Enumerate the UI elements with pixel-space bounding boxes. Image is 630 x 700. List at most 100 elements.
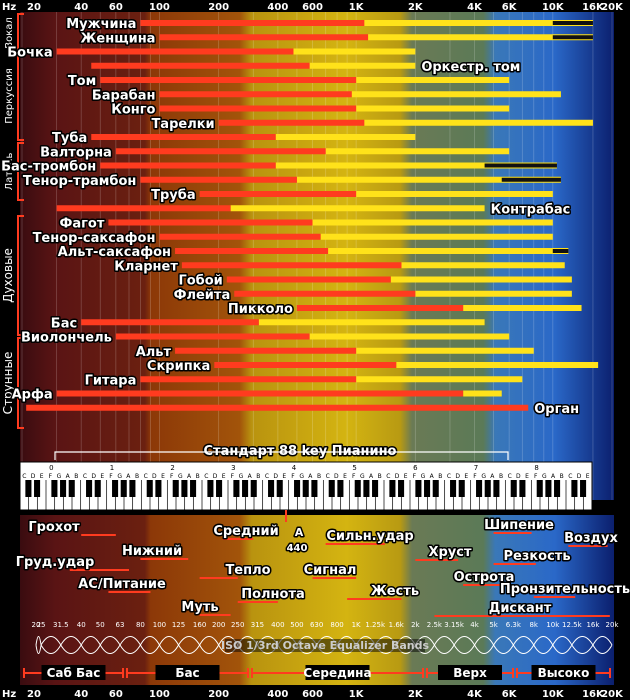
harmonic-bar <box>275 134 416 140</box>
harmonic-bar <box>364 20 593 26</box>
descriptor-range <box>140 558 189 560</box>
instrument-label: Том <box>68 74 96 89</box>
piano-note-label: E <box>343 473 347 480</box>
piano-note-label: B <box>438 473 442 480</box>
eq-band-label: 2k <box>411 621 420 629</box>
instrument-label: Женщина <box>81 31 156 46</box>
piano-note-label: A <box>430 473 435 480</box>
instrument-label: Пикколо <box>228 302 293 317</box>
top-axis-tick: 400 <box>267 2 288 13</box>
fundamental-bar <box>159 34 369 41</box>
harmonic-bar <box>351 91 561 98</box>
piano-note-label: G <box>117 473 122 480</box>
bottom-axis-tick: 10K <box>542 689 565 700</box>
piano-note-label: D <box>152 473 157 480</box>
bottom-axis-tick: 6K <box>502 689 518 700</box>
group-bracket <box>17 142 24 201</box>
descriptor-label: Муть <box>181 600 218 615</box>
region-label-bg <box>41 665 106 680</box>
fundamental-bar <box>296 305 464 311</box>
piano-octave-label: 1 <box>110 464 114 472</box>
piano-note-label: B <box>256 473 260 480</box>
piano-note-label: G <box>481 473 486 480</box>
bottom-axis-tick: 16K <box>582 689 605 700</box>
piano-note-label: G <box>239 473 244 480</box>
harmonic-bar <box>463 305 582 311</box>
harmonic-bar <box>296 176 561 183</box>
harmonic-bar <box>230 205 485 212</box>
piano-note-label: A <box>369 473 374 480</box>
fundamental-bar <box>115 148 326 155</box>
eq-band-label: 2.5k <box>427 621 443 629</box>
harmonic-bar <box>390 276 572 283</box>
descriptor-range <box>347 598 402 600</box>
instrument-label: Валторна <box>40 145 112 160</box>
instrument-label: Труба <box>151 188 196 203</box>
bottom-axis-tick: 600 <box>302 689 323 700</box>
piano-note-label: A <box>126 473 131 480</box>
instrument-label: Орган <box>534 402 579 417</box>
descriptor-label: Воздух <box>564 531 618 546</box>
region-label-bg <box>155 665 220 680</box>
descriptor-range <box>325 543 385 545</box>
top-axis-tick: 4K <box>467 2 483 13</box>
eq-band-label: 50 <box>96 621 105 629</box>
descriptor-range <box>81 534 116 536</box>
group-label: Латунь <box>4 152 15 190</box>
group-label: Духовые <box>1 248 15 303</box>
instrument-label: Бас <box>51 316 77 331</box>
piano-note-label: A <box>490 473 495 480</box>
bottom-axis-tick: 1K <box>349 689 365 700</box>
piano-note-label: B <box>560 473 564 480</box>
piano-octave-label: 6 <box>413 464 418 472</box>
piano-note-label: B <box>196 473 200 480</box>
fundamental-bar <box>26 404 529 411</box>
piano-note-label: F <box>49 473 53 480</box>
eq-band-label: 125 <box>172 621 185 629</box>
piano-note-label: B <box>74 473 78 480</box>
piano-note-label: F <box>170 473 174 480</box>
piano-octave-label: 3 <box>231 464 235 472</box>
fundamental-bar <box>226 276 391 283</box>
harmonic-bar <box>293 48 416 55</box>
eq-band-label: 12.5k <box>562 621 583 629</box>
fundamental-bar <box>91 62 310 69</box>
bottom-axis-unit: Hz <box>2 689 16 700</box>
eq-band-label: 1.25k <box>365 621 386 629</box>
descriptor-range <box>108 591 151 593</box>
region-label: Середина <box>303 666 371 680</box>
instrument-label: Бас-тромбон <box>1 160 96 175</box>
top-axis-tick: 100 <box>149 2 170 13</box>
piano-note-label: G <box>542 473 547 480</box>
descriptor-label: Пронзительность <box>500 582 630 597</box>
instrument-label: Оркестр. том <box>421 60 520 75</box>
top-axis-tick: 40 <box>74 2 88 13</box>
region-label: Высоко <box>538 666 590 680</box>
top-axis-tick: 600 <box>302 2 323 13</box>
piano-note-label: C <box>386 473 390 480</box>
piano-note-label: F <box>291 473 295 480</box>
fundamental-bar <box>56 48 294 55</box>
fundamental-bar <box>100 77 357 83</box>
bottom-axis-tick: 2K <box>408 689 424 700</box>
eq-band-label: 20k <box>606 621 620 629</box>
eq-band-label: 3.15k <box>444 621 465 629</box>
harmonic-bar <box>320 233 553 240</box>
descriptor-range <box>222 538 254 540</box>
piano-note-label: A <box>187 473 192 480</box>
instrument-label: Тенор-саксафон <box>33 231 156 246</box>
group-label: Струнные <box>1 352 15 415</box>
eq-band-label: 10k <box>546 621 560 629</box>
instrument-label: Альт-саксафон <box>58 245 171 260</box>
descriptor-label: Сигнал <box>304 563 357 578</box>
fundamental-bar <box>218 119 365 126</box>
region-label-bg <box>305 665 370 680</box>
descriptor-label: Полнота <box>241 587 305 602</box>
descriptor-label: Нижний <box>122 544 182 559</box>
fundamental-bar <box>140 376 357 383</box>
piano-note-label: B <box>378 473 382 480</box>
harmonic-bar <box>401 262 565 269</box>
piano-note-label: C <box>326 473 330 480</box>
piano-note-label: C <box>144 473 148 480</box>
piano-note-label: E <box>404 473 408 480</box>
